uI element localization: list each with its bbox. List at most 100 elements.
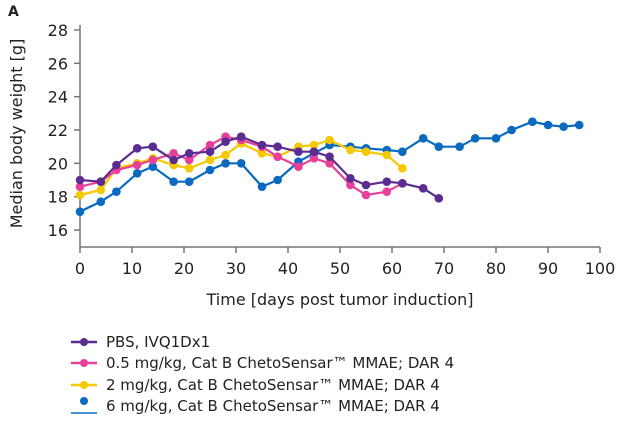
data-point bbox=[257, 140, 267, 150]
data-point bbox=[309, 154, 319, 163]
x-tick-label: 50 bbox=[330, 259, 350, 278]
x-tick-label: 70 bbox=[434, 259, 454, 278]
data-point bbox=[132, 169, 142, 178]
data-point bbox=[205, 140, 215, 150]
data-point bbox=[528, 117, 537, 126]
legend-marker-icon bbox=[71, 359, 97, 368]
legend-item: 0.5 mg/kg, Cat B ChetoSensar™ MMAE; DAR … bbox=[70, 353, 454, 375]
data-point bbox=[169, 155, 178, 165]
data-point bbox=[273, 142, 282, 151]
data-point bbox=[507, 125, 516, 135]
data-point bbox=[434, 194, 444, 203]
data-point bbox=[205, 165, 215, 175]
data-point bbox=[221, 159, 230, 168]
data-point bbox=[205, 155, 215, 165]
x-tick-label: 30 bbox=[226, 259, 246, 278]
data-point bbox=[398, 179, 407, 188]
data-point bbox=[96, 197, 106, 206]
data-point bbox=[346, 180, 355, 190]
data-point bbox=[491, 134, 501, 143]
data-point bbox=[169, 177, 178, 186]
data-point bbox=[132, 144, 142, 153]
data-point bbox=[309, 147, 319, 156]
data-point bbox=[236, 132, 246, 141]
data-point bbox=[346, 174, 355, 183]
data-point bbox=[325, 152, 334, 161]
x-tick-label: 20 bbox=[174, 259, 194, 278]
data-point bbox=[112, 160, 121, 170]
data-point bbox=[309, 140, 319, 150]
data-point bbox=[75, 207, 85, 216]
data-point bbox=[559, 122, 568, 131]
data-point bbox=[184, 149, 194, 158]
legend: PBS, IVQ1Dx1 0.5 mg/kg, Cat B ChetoSensar… bbox=[70, 331, 454, 417]
data-point bbox=[96, 185, 106, 195]
data-point bbox=[398, 164, 407, 173]
y-tick-label: 24 bbox=[48, 88, 68, 107]
data-point bbox=[361, 190, 371, 200]
data-point bbox=[257, 149, 267, 158]
data-point bbox=[148, 142, 158, 151]
data-point bbox=[273, 152, 282, 161]
legend-label: 6 mg/kg, Cat B ChetoSensar™ MMAE; DAR 4 bbox=[106, 397, 440, 416]
y-tick-label: 28 bbox=[48, 21, 68, 40]
data-point bbox=[398, 147, 407, 156]
data-point bbox=[434, 142, 444, 151]
data-point bbox=[112, 187, 121, 196]
x-tick-label: 60 bbox=[382, 259, 402, 278]
x-tick-label: 10 bbox=[122, 259, 142, 278]
data-point bbox=[184, 155, 194, 165]
legend-label: 0.5 mg/kg, Cat B ChetoSensar™ MMAE; DAR … bbox=[106, 354, 455, 373]
data-point bbox=[382, 150, 392, 160]
data-point bbox=[361, 147, 371, 156]
panel-label: A bbox=[8, 4, 19, 20]
x-tick-label: 0 bbox=[75, 259, 85, 278]
legend-marker-icon bbox=[71, 337, 97, 346]
legend-item: PBS, IVQ1Dx1 bbox=[70, 331, 454, 353]
data-point bbox=[148, 162, 158, 171]
data-point bbox=[273, 175, 282, 185]
data-point bbox=[382, 177, 392, 186]
data-point bbox=[325, 159, 334, 168]
data-point bbox=[75, 175, 85, 185]
data-point bbox=[96, 177, 106, 186]
legend-marker-icon bbox=[71, 397, 97, 414]
data-point bbox=[574, 120, 584, 130]
line-chart: 16 18 20 22 24 26 28 0 10 20 30 40 50 60 70 80 90 100 Time… bbox=[7, 21, 616, 309]
data-point bbox=[418, 134, 428, 143]
y-tick-label: 20 bbox=[48, 154, 68, 173]
x-axis-label: Time [days post tumor induction] bbox=[206, 290, 474, 309]
legend-item: 2 mg/kg, Cat B ChetoSensar™ MMAE; DAR 4 bbox=[70, 374, 454, 396]
data-point bbox=[75, 190, 85, 200]
data-point bbox=[205, 147, 215, 156]
data-point bbox=[75, 182, 85, 191]
series-0 bbox=[75, 132, 444, 203]
data-point bbox=[382, 187, 392, 196]
data-point bbox=[184, 177, 194, 186]
legend-label: 2 mg/kg, Cat B ChetoSensar™ MMAE; DAR 4 bbox=[106, 375, 440, 394]
x-tick-label: 100 bbox=[585, 259, 616, 278]
data-point bbox=[148, 155, 158, 165]
data-point bbox=[184, 164, 194, 173]
x-tick-label: 40 bbox=[278, 259, 298, 278]
y-tick-label: 26 bbox=[48, 54, 68, 73]
y-tick-label: 18 bbox=[48, 188, 68, 207]
data-point bbox=[455, 142, 464, 151]
x-tick-label: 80 bbox=[486, 259, 506, 278]
y-tick-label: 16 bbox=[48, 221, 68, 240]
data-point bbox=[325, 135, 334, 145]
y-tick-label: 22 bbox=[48, 121, 68, 140]
data-point bbox=[346, 145, 355, 155]
data-point bbox=[221, 137, 230, 146]
data-point bbox=[543, 120, 553, 130]
data-point bbox=[236, 159, 246, 168]
data-point bbox=[294, 147, 303, 156]
y-axis-label: Median body weight [g] bbox=[7, 39, 26, 229]
data-point bbox=[257, 182, 267, 191]
data-point bbox=[470, 134, 480, 143]
data-point bbox=[221, 150, 230, 160]
legend-label: PBS, IVQ1Dx1 bbox=[106, 332, 211, 351]
data-point bbox=[294, 162, 303, 171]
legend-marker-icon bbox=[71, 380, 97, 389]
data-point bbox=[418, 184, 428, 193]
